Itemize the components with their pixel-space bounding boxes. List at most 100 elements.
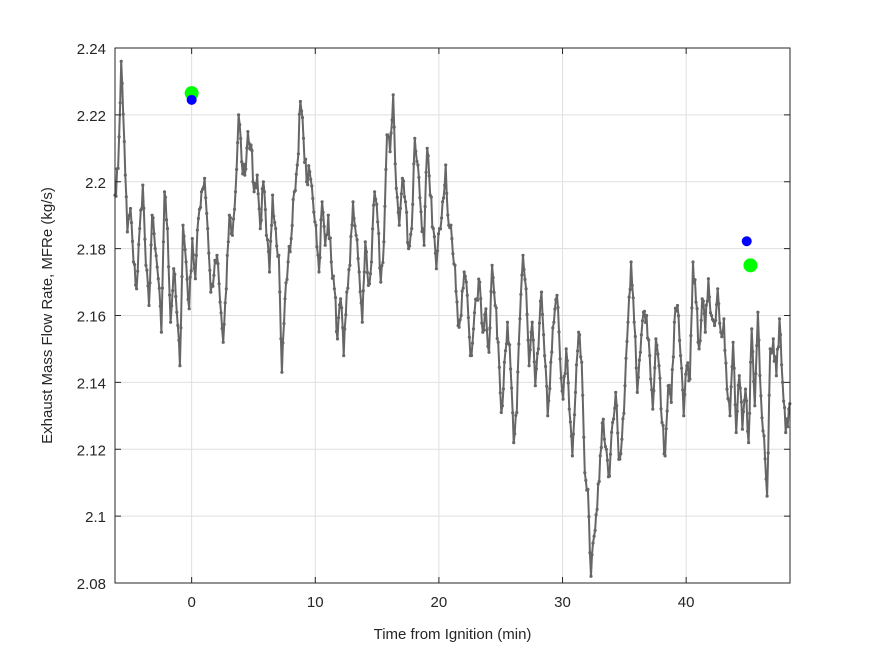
data-point	[251, 180, 255, 184]
data-point	[361, 289, 365, 293]
data-point	[747, 441, 751, 445]
data-point	[638, 350, 643, 354]
data-point	[744, 399, 749, 403]
data-point	[205, 211, 209, 215]
data-point	[250, 149, 254, 153]
data-point	[600, 421, 604, 425]
data-point	[343, 327, 347, 331]
data-point	[133, 263, 137, 267]
data-point	[400, 176, 404, 180]
data-point	[221, 340, 225, 344]
data-point	[623, 384, 627, 388]
data-point	[455, 300, 459, 304]
data-point	[515, 410, 519, 415]
y-axis-tick-labels: 2.08 2.1 2.12 2.14 2.16 2.18 2.2 2.22 2.24	[77, 41, 106, 593]
data-point	[635, 390, 639, 394]
data-point	[198, 205, 203, 209]
data-point	[729, 385, 733, 389]
data-point	[723, 348, 727, 352]
data-point	[224, 287, 228, 291]
data-point	[580, 360, 584, 364]
data-point	[149, 243, 153, 247]
data-point	[450, 237, 454, 241]
data-point	[531, 338, 535, 342]
data-point	[777, 317, 782, 321]
data-point	[359, 301, 363, 305]
data-point	[672, 320, 677, 324]
data-point	[413, 136, 417, 140]
axis-ticks	[115, 47, 790, 584]
data-point	[256, 192, 260, 196]
data-point	[434, 267, 438, 271]
data-point	[538, 299, 543, 303]
data-point	[702, 312, 706, 316]
data-point	[172, 267, 176, 271]
data-point	[389, 131, 393, 135]
data-point	[355, 238, 359, 242]
data-point	[432, 235, 436, 239]
data-point	[695, 307, 699, 311]
data-point	[418, 196, 422, 200]
data-point	[763, 457, 767, 461]
data-point	[735, 409, 739, 413]
data-point	[624, 356, 628, 360]
data-point	[377, 231, 381, 236]
data-point	[136, 269, 140, 273]
data-point	[182, 234, 186, 238]
y-tick-label: 2.2	[85, 175, 106, 192]
data-point	[546, 414, 550, 418]
data-point	[187, 307, 191, 311]
data-point	[299, 109, 304, 113]
data-point	[257, 207, 261, 211]
data-point	[168, 293, 172, 297]
data-point	[640, 319, 645, 323]
data-point	[436, 232, 441, 236]
data-point	[572, 413, 577, 417]
blue-marker	[186, 94, 197, 105]
data-point	[357, 270, 361, 274]
data-point	[469, 353, 474, 358]
data-point	[540, 312, 545, 317]
data-point	[754, 372, 758, 376]
data-point	[150, 213, 154, 217]
x-axis-tick-labels: 0 10 20 30 40	[187, 594, 694, 611]
data-point	[673, 306, 678, 310]
data-point	[301, 136, 306, 140]
x-axis-label: Time from Ignition (min)	[374, 626, 532, 643]
data-point	[560, 389, 564, 393]
data-point	[263, 208, 267, 212]
data-point	[536, 347, 541, 351]
data-point	[743, 387, 748, 391]
data-point	[782, 399, 786, 403]
data-point	[557, 330, 561, 334]
data-point	[746, 429, 750, 433]
data-point	[217, 282, 221, 286]
data-point	[326, 213, 330, 217]
data-point	[208, 268, 212, 272]
data-point	[271, 193, 275, 197]
data-point	[321, 210, 325, 214]
data-point	[525, 312, 529, 316]
data-point	[394, 186, 398, 190]
y-tick-label: 2.24	[77, 41, 106, 58]
data-point	[360, 320, 364, 324]
data-point	[767, 393, 771, 397]
data-point	[734, 430, 738, 435]
data-point	[545, 384, 549, 388]
data-point	[511, 411, 515, 415]
data-point	[569, 434, 574, 438]
data-point	[586, 487, 590, 491]
data-point	[591, 541, 595, 545]
data-point	[681, 388, 685, 392]
data-point	[559, 376, 563, 380]
data-point	[625, 339, 629, 344]
data-point	[589, 574, 593, 578]
data-point	[215, 253, 219, 257]
data-point	[736, 383, 740, 387]
data-point	[417, 175, 421, 179]
data-point	[748, 411, 752, 415]
data-point	[319, 218, 323, 222]
data-point	[561, 397, 565, 401]
data-point	[216, 262, 220, 266]
data-point	[613, 406, 617, 410]
